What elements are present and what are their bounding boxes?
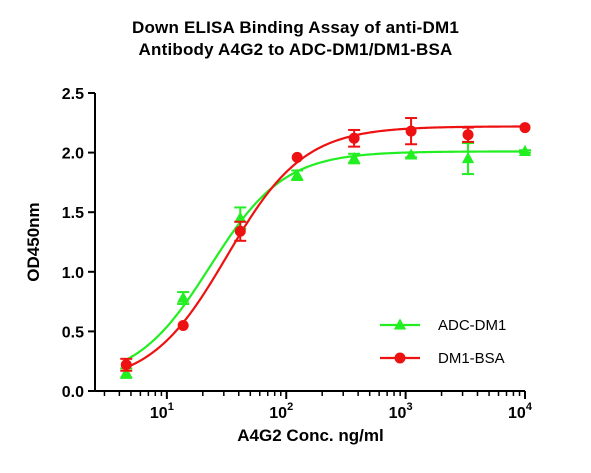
x-tick-label: 104 (508, 401, 533, 422)
x-tick-exponent: 4 (526, 401, 533, 413)
y-tick-label: 0.5 (62, 324, 84, 341)
data-point-dm1-bsa (405, 125, 417, 137)
data-point-dm1-bsa (234, 225, 246, 237)
x-tick-label: 103 (389, 401, 413, 422)
x-tick-base: 10 (389, 405, 407, 422)
x-tick-exponent: 2 (287, 401, 293, 413)
legend-swatch-marker (394, 352, 406, 364)
x-tick-exponent: 3 (406, 401, 412, 413)
y-tick-label: 2.5 (62, 86, 84, 103)
x-axis-label: A4G2 Conc. ng/ml (237, 426, 384, 445)
fit-curve-adc-dm1 (125, 150, 526, 361)
fit-curves (125, 125, 526, 369)
chart-title-line-1: Down ELISA Binding Assay of anti-DM1 (131, 18, 460, 37)
data-point-dm1-bsa (348, 132, 360, 144)
data-point-adc-dm1 (518, 144, 532, 156)
y-tick-label: 1.5 (62, 205, 84, 222)
data-point-adc-dm1 (120, 366, 133, 378)
data-point-dm1-bsa (519, 122, 531, 134)
y-axis-label: OD450nm (24, 202, 43, 282)
data-point-adc-dm1 (347, 152, 361, 164)
fit-curve-dm1-bsa (125, 125, 525, 369)
y-tick-label: 0.0 (62, 384, 84, 401)
legend-swatch-marker (393, 318, 407, 330)
legend-label: DM1-BSA (438, 350, 505, 367)
data-points (120, 117, 532, 379)
chart-title-line-2: Antibody A4G2 to ADC-DM1/DM1-BSA (138, 40, 453, 59)
x-tick-label: 102 (269, 401, 293, 422)
data-point-dm1-bsa (120, 359, 132, 371)
data-point-adc-dm1 (404, 148, 418, 160)
x-tick-base: 10 (269, 405, 287, 422)
data-point-adc-dm1 (177, 291, 190, 303)
data-point-adc-dm1 (461, 152, 475, 164)
x-tick-base: 10 (150, 405, 168, 422)
data-point-dm1-bsa (291, 151, 303, 163)
y-tick-label: 2.0 (62, 146, 84, 163)
x-tick-exponent: 1 (168, 401, 174, 413)
y-tick-label: 1.0 (62, 265, 84, 282)
legend: ADC-DM1 DM1-BSA (380, 317, 506, 367)
data-point-dm1-bsa (177, 319, 189, 331)
x-tick-base: 10 (508, 405, 526, 422)
data-point-dm1-bsa (462, 129, 474, 141)
legend-label: ADC-DM1 (438, 317, 506, 334)
x-tick-label: 101 (150, 401, 174, 422)
data-point-adc-dm1 (291, 168, 304, 180)
data-point-adc-dm1 (234, 211, 247, 223)
